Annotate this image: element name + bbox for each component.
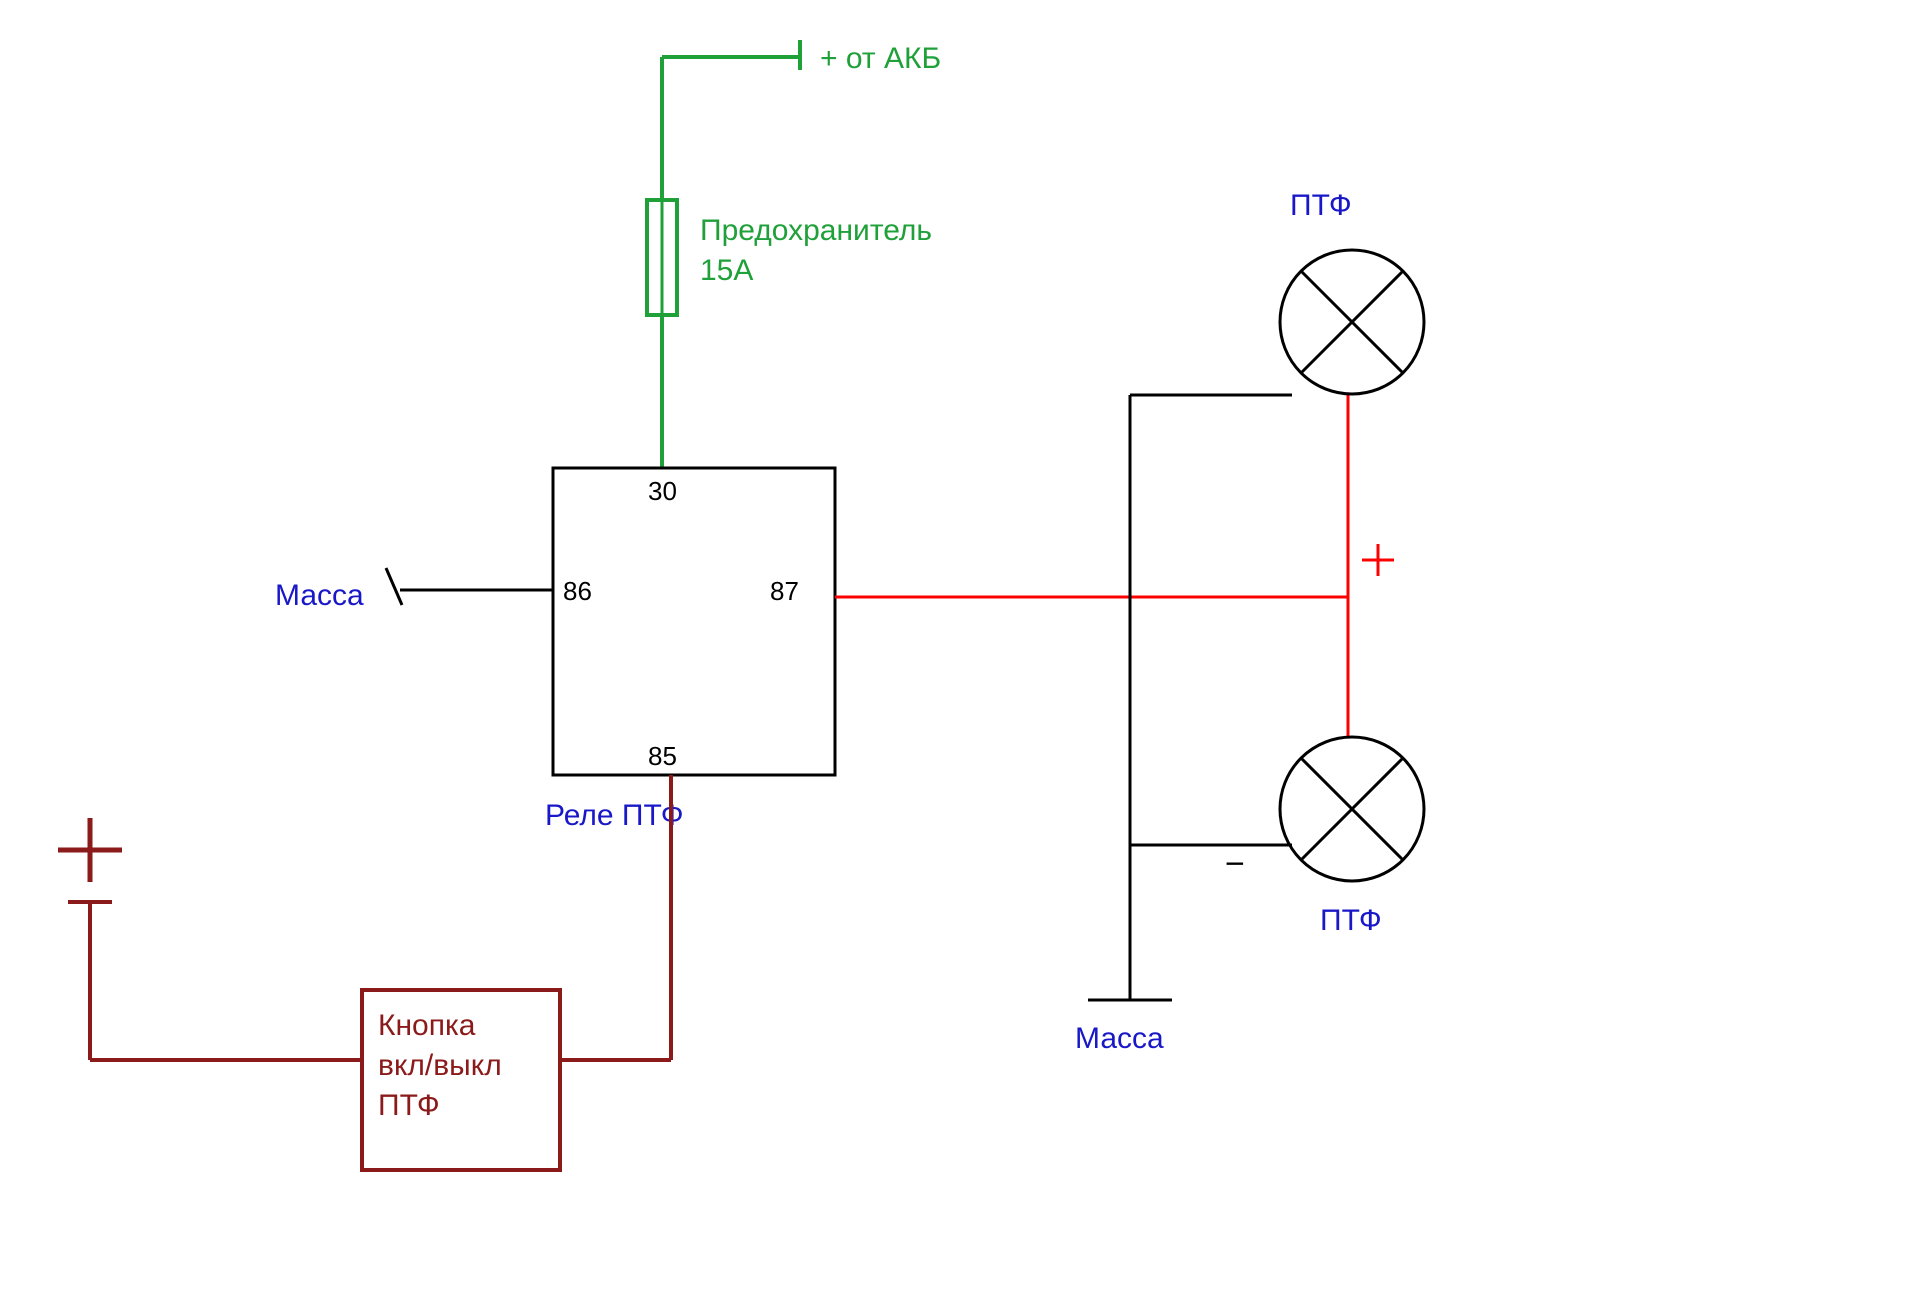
lamp-power-group bbox=[835, 394, 1394, 737]
mass-left-group: Масса bbox=[275, 568, 553, 612]
label-fuse-2: 15А bbox=[700, 254, 753, 287]
relay-group: 30 86 87 85 Реле ПТФ bbox=[545, 468, 835, 832]
lamp-ground-group: Масса − bbox=[1075, 395, 1292, 1055]
label-ptf-top: ПТФ bbox=[1290, 189, 1352, 222]
label-30: 30 bbox=[648, 476, 677, 506]
label-fuse-1: Предохранитель bbox=[700, 214, 932, 247]
label-ptf-bottom: ПТФ bbox=[1320, 904, 1382, 937]
label-86: 86 bbox=[563, 576, 592, 606]
label-relay-name: Реле ПТФ bbox=[545, 799, 684, 832]
relay-box bbox=[553, 468, 835, 775]
label-mass-bottom: Масса bbox=[1075, 1022, 1164, 1055]
label-85: 85 bbox=[648, 741, 677, 771]
label-switch-3: ПТФ bbox=[378, 1089, 440, 1122]
lamps-group: ПТФ ПТФ bbox=[1280, 189, 1424, 937]
label-battery-plus: + от АКБ bbox=[820, 42, 941, 75]
label-mass-left: Масса bbox=[275, 579, 364, 612]
battery-fuse-group: + от АКБ Предохранитель 15А bbox=[647, 40, 941, 468]
switch-circuit-group: Кнопка вкл/выкл ПТФ bbox=[58, 775, 671, 1170]
wiring-diagram: + от АКБ Предохранитель 15А 30 86 87 85 … bbox=[0, 0, 1920, 1303]
label-switch-2: вкл/выкл bbox=[378, 1049, 502, 1082]
label-switch-1: Кнопка bbox=[378, 1009, 476, 1042]
label-87: 87 bbox=[770, 576, 799, 606]
mass-left-tick bbox=[386, 568, 402, 605]
label-minus: − bbox=[1225, 845, 1245, 883]
